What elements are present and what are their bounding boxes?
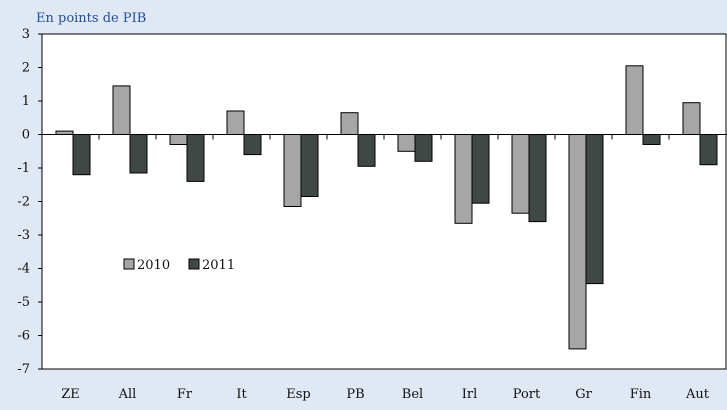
bar-2011-ze (72, 134, 91, 176)
y-tick-label: -6 (17, 329, 30, 344)
x-tick-labels: ZE All Fr It Esp PB Bel Irl Port Gr Fin Aut (61, 387, 710, 402)
x-tick-label-it: It (236, 387, 247, 402)
legend: 2010 2011 (123, 258, 235, 273)
bar-2010-it (226, 110, 245, 135)
bar-2011-port (528, 134, 547, 223)
x-tick-label-bel: Bel (402, 387, 423, 402)
bar-2010-bel (397, 134, 416, 152)
bar-2011-fin (642, 134, 661, 145)
bar-2010-port (511, 134, 530, 214)
legend-label-2010: 2010 (137, 258, 170, 273)
x-tick-label-gr: Gr (575, 387, 592, 402)
x-tick-label-ze: ZE (61, 387, 80, 402)
bars-layer (55, 65, 718, 350)
y-ticks-layer (38, 33, 42, 370)
bar-2010-esp (283, 134, 302, 207)
bar-2011-bel (414, 134, 433, 162)
bar-2010-fr (169, 134, 188, 145)
bar-2011-it (243, 134, 262, 156)
bar-2011-irl (471, 134, 490, 204)
y-tick-label: -2 (17, 195, 30, 210)
x-tick-label-pb: PB (346, 387, 364, 402)
bar-2010-irl (454, 134, 473, 224)
bar-2011-aut (699, 134, 718, 166)
x-tick-label-port: Port (513, 387, 541, 402)
plot-frame (41, 33, 727, 370)
y-tick-label: -3 (17, 228, 30, 243)
y-tick-label: -4 (17, 262, 30, 277)
x-tick-label-all: All (118, 387, 137, 402)
legend-swatch-2010 (123, 258, 135, 270)
y-tick-label: 0 (22, 128, 30, 143)
bar-2011-gr (585, 134, 604, 285)
plot-background (42, 34, 727, 369)
bar-2011-fr (186, 134, 205, 182)
x-tick-label-fin: Fin (630, 387, 652, 402)
x-tick-label-fr: Fr (177, 387, 193, 402)
y-tick-label: -1 (17, 161, 30, 176)
x-ticks-layer (98, 134, 670, 140)
bar-2011-all (129, 134, 148, 174)
y-tick-label: -7 (17, 362, 30, 377)
legend-swatch-2011 (188, 258, 200, 270)
x-tick-label-irl: Irl (462, 387, 478, 402)
bar-2010-gr (568, 134, 587, 350)
bar-2010-pb (340, 112, 359, 135)
y-tick-label: 2 (22, 61, 30, 76)
bar-2011-pb (357, 134, 376, 167)
bar-2010-aut (682, 102, 701, 135)
y-tick-label: -5 (17, 295, 30, 310)
chart-title: En points de PIB (36, 11, 146, 26)
y-tick-label: 3 (22, 27, 30, 42)
x-tick-label-aut: Aut (685, 387, 710, 402)
y-tick-labels: 3 2 1 0 -1 -2 -3 -4 -5 -6 -7 (17, 27, 30, 377)
bar-2010-ze (55, 130, 74, 136)
bar-2010-fin (625, 65, 644, 135)
legend-label-2011: 2011 (202, 258, 235, 273)
bar-2010-all (112, 85, 131, 135)
x-tick-label-esp: Esp (286, 387, 310, 402)
bar-2011-esp (300, 134, 319, 197)
y-tick-label: 1 (22, 94, 30, 109)
